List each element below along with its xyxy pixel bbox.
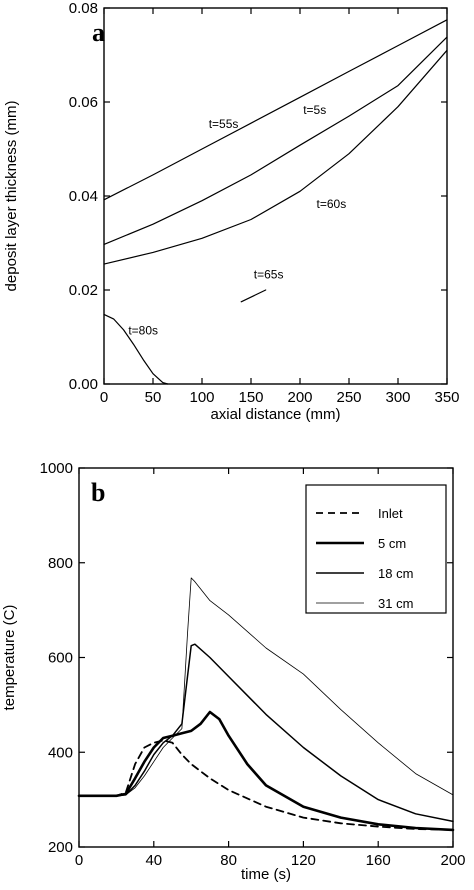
x-tick-label: 150 [238,389,263,406]
x-axis-title: axial distance (mm) [210,406,340,423]
curve-label: t=65s [254,267,284,281]
y-axis-title: deposit layer thickness (mm) [3,101,20,292]
series-line-31-cm [78,577,454,797]
x-tick-label: 350 [434,389,459,406]
series-line-inlet [78,739,454,831]
series-line-t-5s [103,19,448,201]
x-tick-label: 50 [145,389,162,406]
y-tick-label: 0.00 [69,376,98,393]
x-tick-label: 250 [336,389,361,406]
legend-label: 18 cm [378,566,413,581]
x-tick-label: 80 [220,852,237,869]
x-tick-label: 120 [291,852,316,869]
curve-label: t=5s [303,103,326,117]
x-axis-title: time (s) [241,866,291,883]
y-axis-title: temperature (C) [1,605,18,711]
panel-letter: b [91,478,105,507]
y-tick-label: 0.04 [69,188,98,205]
series-line-t-55s [103,36,448,245]
series-line-t-60s [103,49,448,265]
series-line-t-65s [240,289,267,303]
series-line-t-80s [103,313,169,385]
legend-label: 31 cm [378,596,413,611]
series-line-5-cm [77,710,455,832]
x-tick-label: 200 [287,389,312,406]
x-tick-label: 200 [440,852,465,869]
x-tick-label: 0 [75,852,83,869]
curve-label: t=60s [317,197,347,211]
x-tick-label: 0 [100,389,108,406]
curve-label: t=80s [128,324,158,338]
x-tick-label: 100 [189,389,214,406]
series-line-18-cm [78,643,454,823]
legend-label: Inlet [378,506,403,521]
legend-box [305,484,447,614]
chart-panel-b: 0 40 80 120 160 200 200 400 600 800 1000 time (s) te… [1,460,466,883]
y-tick-label: 800 [48,555,73,572]
curve-label: t=55s [209,117,239,131]
y-tick-label: 1000 [40,460,73,477]
x-tick-label: 40 [145,852,162,869]
y-tick-label: 0.02 [69,282,98,299]
chart-panel-a: 0 50 100 150 200 250 300 350 0.00 0.02 0.04 0.06 0.0… [3,0,460,423]
legend-label: 5 cm [378,536,406,551]
x-tick-label: 300 [385,389,410,406]
legend: Inlet 5 cm 18 cm 31 cm [305,484,447,614]
y-tick-label: 400 [48,744,73,761]
y-tick-label: 0.06 [69,94,98,111]
x-tick-label: 160 [366,852,391,869]
panel-letter: a [92,18,105,47]
y-tick-label: 600 [48,650,73,667]
y-tick-label: 200 [48,839,73,856]
y-tick-label: 0.08 [69,0,98,17]
